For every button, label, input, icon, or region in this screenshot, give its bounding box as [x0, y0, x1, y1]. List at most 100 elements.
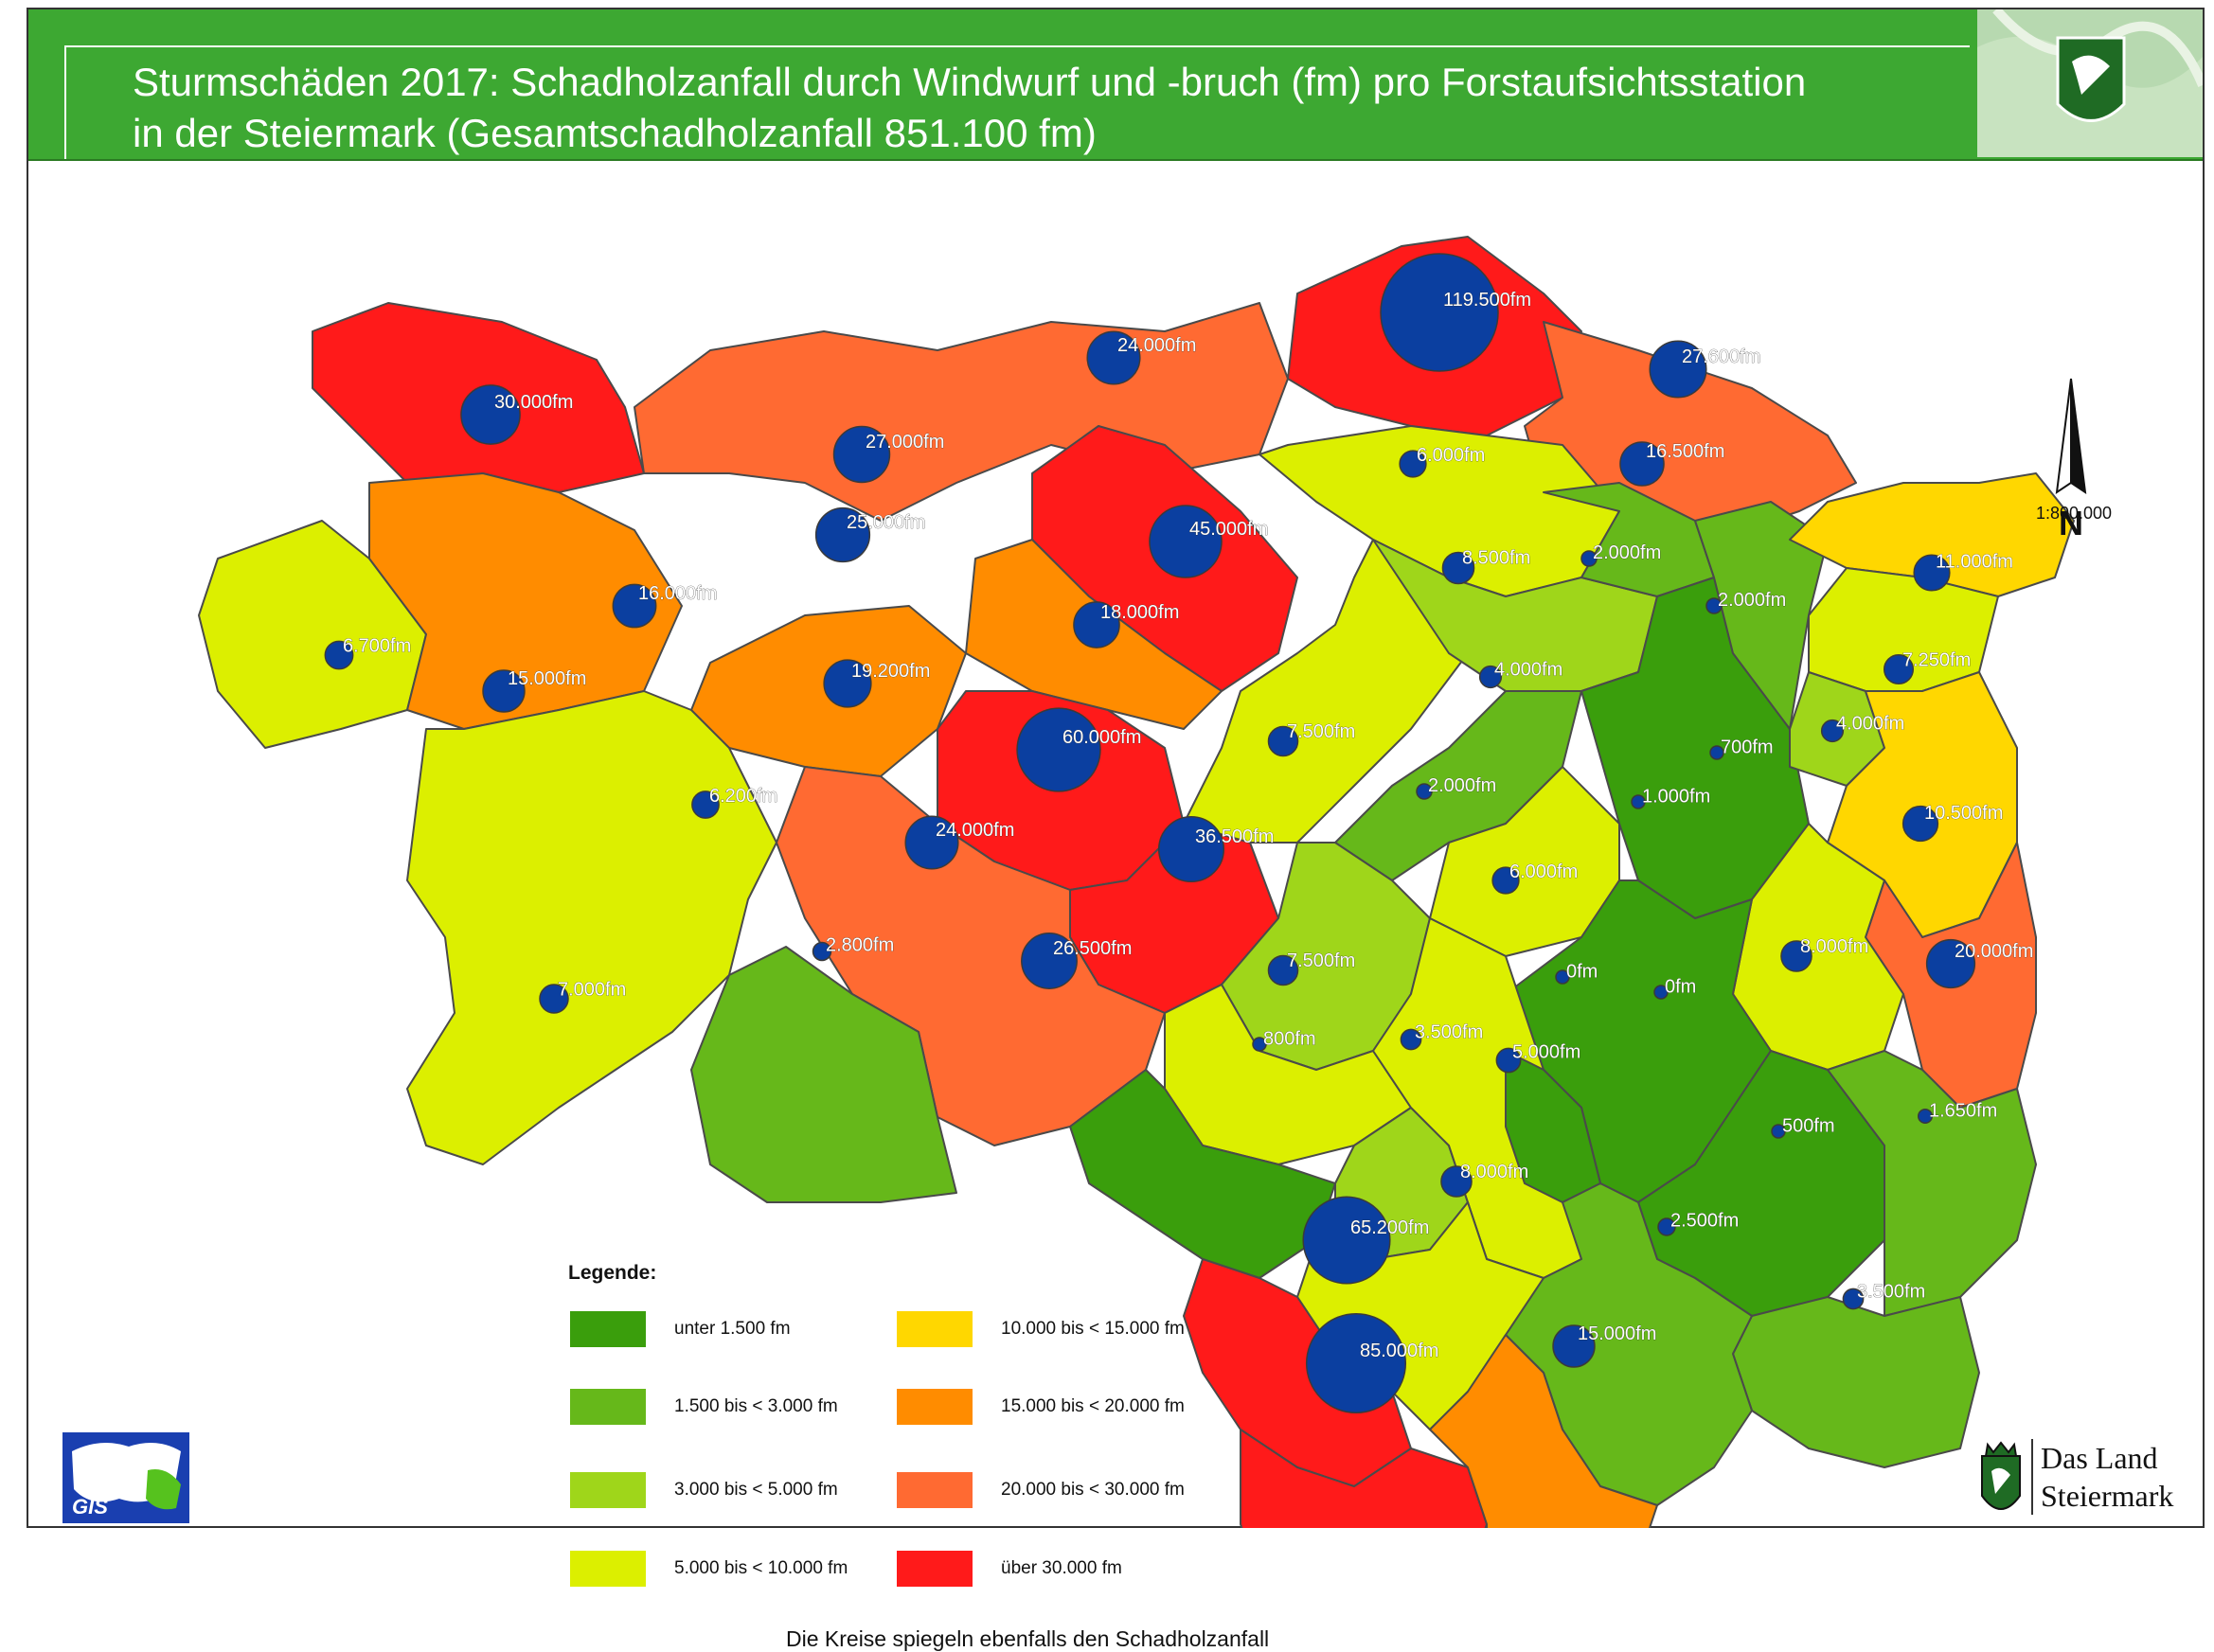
legend-item: 20.000 bis < 30.000 fm: [897, 1472, 1185, 1508]
station-label: 11.000fm: [1936, 552, 2013, 573]
station-circle: [1902, 805, 1939, 843]
station-circle: [1495, 1047, 1522, 1074]
station-circle: [1552, 1324, 1596, 1368]
gis-logo: GIS: [62, 1432, 189, 1523]
region-west: [198, 520, 427, 749]
station-label: 24.000fm: [1117, 335, 1196, 356]
station-label: 19.200fm: [851, 661, 930, 682]
station-circle: [1653, 985, 1669, 1000]
legend-label: 1.500 bis < 3.000 fm: [674, 1396, 838, 1416]
station-circle: [1705, 597, 1723, 614]
region-southwest-yellow: [406, 690, 777, 1165]
station-label: 0fm: [1665, 977, 1696, 998]
legend-label: unter 1.500 fm: [674, 1319, 791, 1339]
scale-label: 1:800.000: [2035, 504, 2113, 523]
station-circle: [1440, 1165, 1473, 1198]
station-label: 7.500fm: [1287, 950, 1355, 971]
station-circle: [460, 384, 521, 445]
station-circle: [324, 640, 354, 670]
station-circle: [1925, 938, 1976, 989]
station-label: 2.500fm: [1670, 1211, 1739, 1232]
station-label: 27.000fm: [866, 432, 944, 453]
station-label: 3.500fm: [1857, 1282, 1925, 1303]
legend-swatch: [570, 1311, 646, 1347]
legend-item: 3.000 bis < 5.000 fm: [570, 1472, 838, 1508]
legend-item: über 30.000 fm: [897, 1551, 1122, 1587]
station-label: 65.200fm: [1350, 1217, 1429, 1238]
station-label: 1.650fm: [1929, 1100, 1997, 1121]
station-label: 24.000fm: [936, 820, 1014, 841]
station-label: 119.500fm: [1443, 290, 1531, 311]
station-label: 15.000fm: [508, 668, 586, 689]
station-circle: [1305, 1312, 1407, 1414]
legend-label: 3.000 bis < 5.000 fm: [674, 1480, 838, 1500]
station-label: 16.000fm: [638, 583, 717, 604]
station-circle: [1649, 340, 1707, 399]
station-circle: [1657, 1217, 1676, 1236]
title-line-1: Sturmschäden 2017: Schadholzanfall durch…: [133, 60, 1807, 104]
station-label: 7.250fm: [1902, 649, 1971, 670]
station-circle: [1016, 707, 1101, 792]
station-label: 15.000fm: [1578, 1323, 1656, 1344]
station-label: 27.600fm: [1682, 346, 1760, 367]
station-label: 8.500fm: [1462, 548, 1530, 569]
north-arrow-letter: N: [2059, 504, 2083, 542]
station-circle: [1021, 933, 1078, 989]
station-circle: [1380, 253, 1499, 372]
station-circle: [1073, 601, 1120, 648]
station-circle: [1400, 1028, 1422, 1051]
station-circle: [823, 659, 872, 708]
station-label: 2.000fm: [1593, 542, 1661, 563]
station-label: 8.000fm: [1460, 1162, 1528, 1182]
map-frame: Sturmschäden 2017: Schadholzanfall durch…: [27, 8, 2205, 1651]
region-green-2800: [690, 946, 957, 1203]
region-green-1650: [1827, 1050, 2037, 1317]
map-area: 30.000fm 24.000fm 119.500fm 27.600fm 27.000f…: [28, 161, 2203, 1651]
station-circle: [539, 984, 569, 1014]
page-title: Sturmschäden 2017: Schadholzanfall durch…: [133, 57, 1806, 159]
station-circle: [1842, 1288, 1865, 1310]
station-label: 45.000fm: [1189, 519, 1268, 540]
station-circle: [1619, 441, 1665, 487]
station-circle: [1252, 1037, 1267, 1052]
station-label: 4.000fm: [1494, 659, 1562, 680]
station-label: 6.000fm: [1509, 862, 1578, 882]
legend-item: 1.500 bis < 3.000 fm: [570, 1389, 838, 1425]
station-label: 26.500fm: [1053, 938, 1132, 959]
station-label: 6.200fm: [709, 786, 777, 807]
gis-logo-text: GIS: [72, 1495, 108, 1519]
land-steiermark-logo: Das Land Steiermark: [1974, 1439, 2183, 1526]
station-label: 4.000fm: [1836, 713, 1904, 734]
station-circle: [1780, 940, 1812, 972]
station-label: 8.000fm: [1800, 936, 1868, 957]
legend-swatch: [570, 1472, 646, 1508]
station-circle: [812, 941, 832, 962]
legend-swatch: [570, 1551, 646, 1587]
station-label: 85.000fm: [1360, 1341, 1438, 1361]
station-circle: [1771, 1124, 1786, 1139]
legend-label: 15.000 bis < 20.000 fm: [1001, 1396, 1185, 1416]
station-label: 20.000fm: [1955, 941, 2033, 962]
station-circle: [1441, 551, 1475, 585]
station-label: 7.000fm: [558, 979, 626, 1000]
station-circle: [1267, 954, 1299, 986]
styria-map: 30.000fm 24.000fm 119.500fm 27.600fm 27.000f…: [198, 236, 2075, 1639]
station-circle: [814, 506, 871, 563]
legend-label: 20.000 bis < 30.000 fm: [1001, 1480, 1185, 1500]
station-label: 25.000fm: [847, 512, 925, 533]
station-circle: [1631, 794, 1646, 809]
legend-swatch: [897, 1389, 973, 1425]
station-circle: [1302, 1196, 1391, 1285]
legend-label: über 30.000 fm: [1001, 1558, 1122, 1578]
station-label: 60.000fm: [1062, 727, 1141, 748]
station-circle: [1917, 1108, 1934, 1125]
station-label: 500fm: [1782, 1116, 1835, 1137]
station-circle: [1709, 745, 1724, 760]
land-logo-line-2: Steiermark: [2041, 1479, 2174, 1513]
legend-swatch: [897, 1311, 973, 1347]
legend-swatch: [570, 1389, 646, 1425]
legend-label: 5.000 bis < 10.000 fm: [674, 1558, 848, 1578]
station-circle: [1157, 815, 1225, 883]
region-green-2000-e: [1694, 501, 1829, 730]
station-circle: [1399, 450, 1427, 478]
